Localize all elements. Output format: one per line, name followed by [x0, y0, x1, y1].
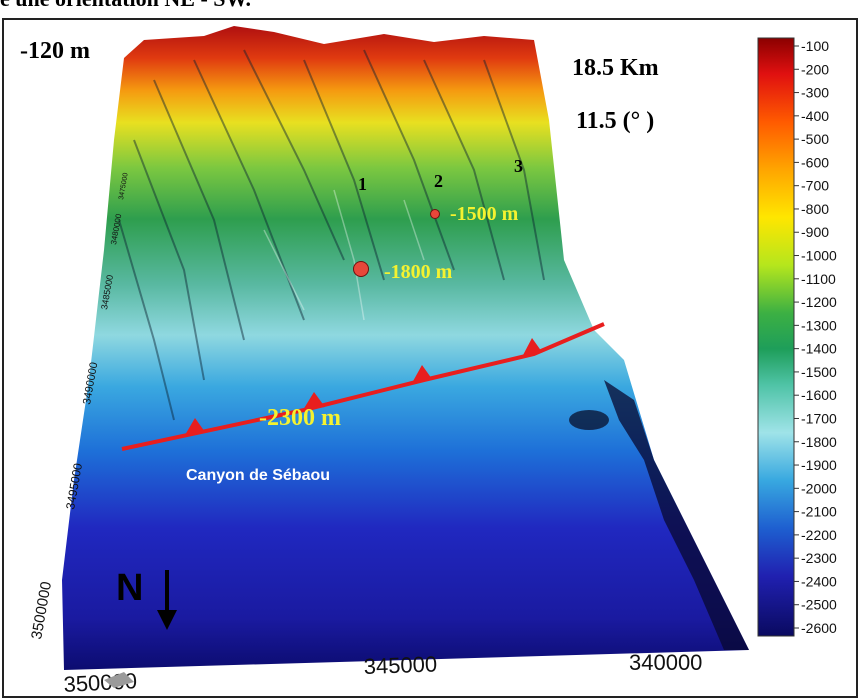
colorbar-ticks: -100 -200 -300 -400 -500 -600 -700 -800 -900 -100…: [794, 38, 837, 636]
escarpment-shadow: [604, 380, 749, 650]
colorbar-tick-label: -200: [801, 61, 829, 77]
top-left-depth-label: -120 m: [20, 38, 90, 64]
north-label: N: [116, 567, 143, 609]
colorbar-tick-label: -1400: [801, 341, 837, 357]
depth-label-2300: -2300 m: [259, 405, 341, 431]
colorbar: [757, 37, 795, 637]
easting-tick-340000: 340000: [629, 650, 702, 675]
marker-point-1500: [430, 209, 440, 219]
base-corner-marker: [104, 672, 134, 688]
colorbar-tick-label: -700: [801, 178, 829, 194]
canyon-number-3: 3: [514, 156, 523, 176]
relief-highlights: [263, 189, 425, 321]
relief-shading: [118, 49, 545, 421]
colorbar-tick-label: -1900: [801, 457, 837, 473]
colorbar-tick-label: -800: [801, 201, 829, 217]
colorbar-tick-label: -1700: [801, 410, 837, 426]
colorbar-tick-label: -2000: [801, 480, 837, 496]
colorbar-tick-label: -1000: [801, 248, 837, 264]
canyon-number-2: 2: [434, 171, 443, 191]
depth-label-1500: -1500 m: [450, 203, 519, 225]
canyon-number-1: 1: [358, 174, 367, 194]
colorbar-tick-label: -2200: [801, 527, 837, 543]
canyon-name-label: Canyon de Sébaou: [186, 467, 330, 484]
colorbar-tick-label: -1800: [801, 434, 837, 450]
colorbar-tick-label: -1600: [801, 387, 837, 403]
colorbar-tick-label: -1200: [801, 294, 837, 310]
depth-label-1800: -1800 m: [384, 261, 453, 283]
colorbar-tick-label: -300: [801, 85, 829, 101]
bathymetry-3d-map: -120 m 18.5 Km 11.5 (° ) 1 2 3 -1500 m -…: [2, 18, 858, 698]
colorbar-tick-label: -2600: [801, 620, 837, 636]
marker-point-1800: [353, 261, 369, 277]
northing-tick-3475000: 3475000: [118, 172, 130, 200]
colorbar-tick-label: -100: [801, 38, 829, 54]
angle-label: 11.5 (° ): [576, 108, 654, 134]
terrain-surface: [62, 26, 749, 670]
easting-tick-345000: 345000: [363, 651, 437, 679]
figure-caption-fragment: e une orientation NE - SW.: [0, 0, 251, 12]
colorbar-tick-label: -2300: [801, 550, 837, 566]
colorbar-tick-label: -2400: [801, 573, 837, 589]
colorbar-tick-label: -2500: [801, 597, 837, 613]
colorbar-tick-label: -600: [801, 154, 829, 170]
northing-tick-3500000: 3500000: [28, 580, 55, 640]
easting-axis: 350000 345000 340000: [63, 650, 702, 696]
colorbar-tick-label: -900: [801, 224, 829, 240]
north-arrow-icon: [157, 570, 177, 630]
colorbar-tick-label: -400: [801, 108, 829, 124]
colorbar-tick-label: -500: [801, 131, 829, 147]
colorbar-tick-label: -1100: [801, 271, 836, 287]
colorbar-tick-label: -1500: [801, 364, 837, 380]
fault-teeth: [185, 338, 542, 435]
colorbar-tick-label: -1300: [801, 317, 837, 333]
terrain-render: -120 m 18.5 Km 11.5 (° ) 1 2 3 -1500 m -…: [20, 26, 837, 696]
distance-label: 18.5 Km: [572, 55, 659, 81]
colorbar-tick-label: -2100: [801, 504, 837, 520]
depression-shadow: [569, 410, 609, 430]
